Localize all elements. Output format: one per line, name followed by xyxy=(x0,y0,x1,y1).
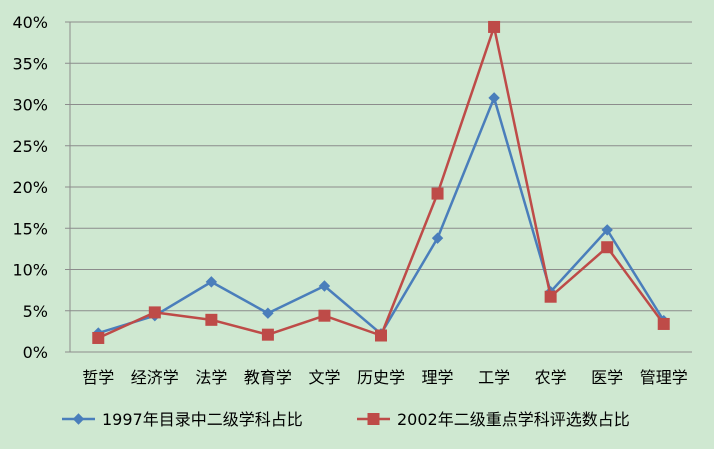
data-point xyxy=(544,290,557,303)
x-tick-label: 管理学 xyxy=(640,368,688,387)
x-tick-label: 文学 xyxy=(308,368,340,387)
y-tick-label: 10% xyxy=(12,261,48,280)
legend-label: 2002年二级重点学科评选数占比 xyxy=(397,410,630,429)
data-point xyxy=(318,309,331,322)
series-line xyxy=(97,96,665,336)
legend-label: 1997年目录中二级学科占比 xyxy=(102,410,303,429)
data-point xyxy=(92,331,105,344)
y-tick-label: 20% xyxy=(12,178,48,197)
data-point xyxy=(601,224,613,236)
series-1 xyxy=(92,92,670,340)
y-tick-label: 40% xyxy=(12,13,48,32)
data-point xyxy=(488,92,500,104)
data-point xyxy=(601,241,614,254)
data-point xyxy=(148,306,161,319)
data-point xyxy=(205,313,218,326)
legend-item: 1997年目录中二级学科占比 xyxy=(62,410,303,429)
x-tick-label: 医学 xyxy=(591,368,623,387)
x-tick-label: 历史学 xyxy=(357,368,405,387)
y-tick-label: 30% xyxy=(12,96,48,115)
data-point xyxy=(431,187,444,200)
x-tick-label: 理学 xyxy=(422,368,454,387)
x-tick-label: 工学 xyxy=(478,368,510,387)
data-point xyxy=(431,232,444,244)
x-tick-label: 法学 xyxy=(195,368,227,387)
series-2 xyxy=(92,20,670,344)
legend-item: 2002年二级重点学科评选数占比 xyxy=(357,410,630,429)
legend-marker xyxy=(367,413,380,425)
y-tick-label: 5% xyxy=(23,302,48,321)
data-point xyxy=(375,329,387,342)
series-line xyxy=(97,25,665,340)
data-point xyxy=(318,280,331,292)
y-tick-label: 0% xyxy=(23,343,48,362)
legend: 1997年目录中二级学科占比 2002年二级重点学科评选数占比 xyxy=(62,410,630,429)
y-tick-label: 25% xyxy=(12,137,48,156)
data-point xyxy=(657,317,670,330)
data-point xyxy=(205,276,218,288)
axes xyxy=(65,21,692,353)
data-point xyxy=(262,307,274,319)
x-tick-labels: 哲学 经济学 法学 教育学 文学 历史学 理学 工学 农学 医学 管理学 xyxy=(82,368,687,387)
y-tick-label: 15% xyxy=(12,219,48,238)
y-tick-labels: 0% 5% 10% 15% 20% 25% 30% 35% 40% xyxy=(12,13,48,362)
legend-marker xyxy=(72,413,85,425)
x-tick-label: 经济学 xyxy=(131,368,179,387)
y-tick-label: 35% xyxy=(12,54,48,73)
x-tick-label: 哲学 xyxy=(82,368,114,387)
data-point xyxy=(261,328,274,341)
gridlines xyxy=(70,21,692,312)
series xyxy=(92,20,670,344)
x-tick-label: 教育学 xyxy=(244,368,292,387)
x-tick-label: 农学 xyxy=(535,368,567,387)
data-point xyxy=(488,20,501,33)
